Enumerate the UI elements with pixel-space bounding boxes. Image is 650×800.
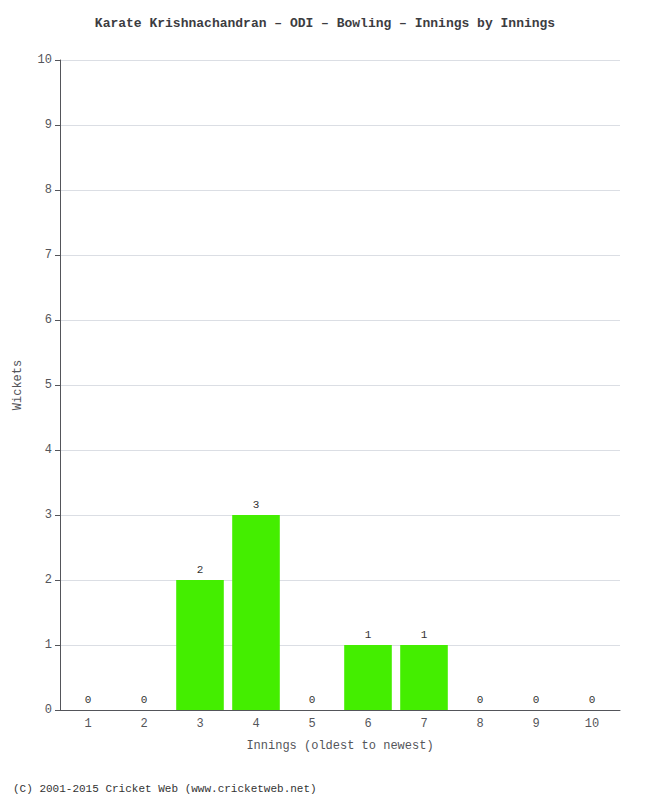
svg-text:7: 7 — [420, 717, 427, 731]
svg-text:10: 10 — [585, 717, 599, 731]
svg-text:4: 4 — [252, 717, 259, 731]
svg-text:1: 1 — [365, 629, 372, 641]
svg-text:0: 0 — [309, 694, 316, 706]
svg-text:1: 1 — [84, 717, 91, 731]
svg-text:4: 4 — [45, 443, 52, 457]
svg-text:5: 5 — [308, 717, 315, 731]
svg-text:1: 1 — [421, 629, 428, 641]
svg-text:3: 3 — [45, 508, 52, 522]
svg-text:8: 8 — [45, 183, 52, 197]
svg-text:0: 0 — [141, 694, 148, 706]
svg-text:3: 3 — [196, 717, 203, 731]
svg-text:0: 0 — [533, 694, 540, 706]
svg-text:6: 6 — [364, 717, 371, 731]
svg-text:0: 0 — [477, 694, 484, 706]
svg-text:2: 2 — [197, 564, 204, 576]
svg-text:5: 5 — [45, 378, 52, 392]
svg-text:(C) 2001-2015 Cricket Web (www: (C) 2001-2015 Cricket Web (www.cricketwe… — [13, 783, 317, 795]
svg-text:3: 3 — [253, 499, 260, 511]
svg-text:9: 9 — [45, 118, 52, 132]
svg-text:Wickets: Wickets — [11, 360, 25, 410]
svg-text:9: 9 — [532, 717, 539, 731]
svg-text:Innings (oldest to newest): Innings (oldest to newest) — [246, 739, 433, 753]
svg-text:0: 0 — [589, 694, 596, 706]
svg-text:10: 10 — [38, 53, 52, 67]
svg-text:Karate Krishnachandran – ODI –: Karate Krishnachandran – ODI – Bowling –… — [95, 16, 555, 31]
svg-text:7: 7 — [45, 248, 52, 262]
svg-text:2: 2 — [140, 717, 147, 731]
svg-text:1: 1 — [45, 638, 52, 652]
svg-text:0: 0 — [45, 703, 52, 717]
svg-text:6: 6 — [45, 313, 52, 327]
svg-text:8: 8 — [476, 717, 483, 731]
svg-text:2: 2 — [45, 573, 52, 587]
svg-text:0: 0 — [85, 694, 92, 706]
